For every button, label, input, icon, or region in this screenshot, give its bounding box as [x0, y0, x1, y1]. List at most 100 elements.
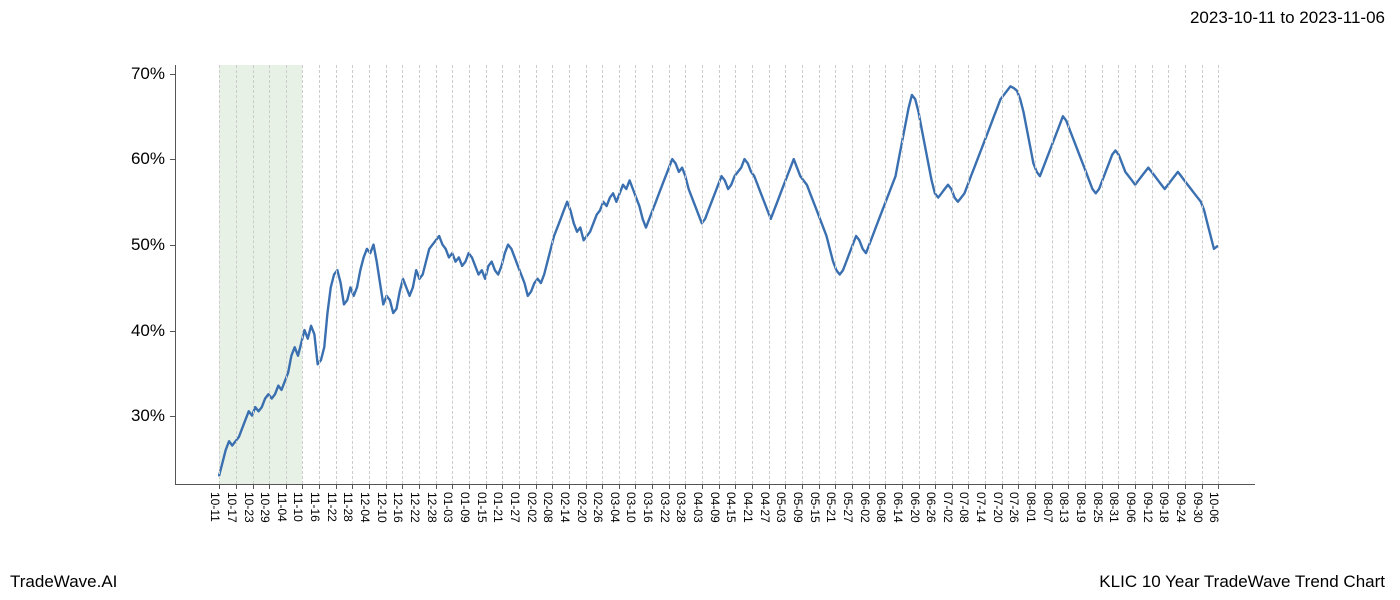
- x-tick-mark: [602, 484, 603, 489]
- x-axis-label: 04-27: [758, 492, 772, 523]
- x-tick-mark: [469, 484, 470, 489]
- x-grid-line: [352, 65, 353, 484]
- x-grid-line: [269, 65, 270, 484]
- x-tick-mark: [635, 484, 636, 489]
- x-tick-mark: [1135, 484, 1136, 489]
- x-tick-mark: [436, 484, 437, 489]
- x-grid-line: [985, 65, 986, 484]
- x-axis-label: 02-20: [575, 492, 589, 523]
- x-grid-line: [1052, 65, 1053, 484]
- y-tick-mark: [170, 245, 176, 246]
- x-axis-label: 04-21: [741, 492, 755, 523]
- x-tick-mark: [819, 484, 820, 489]
- x-axis-label: 02-14: [558, 492, 572, 523]
- x-grid-line: [219, 65, 220, 484]
- x-axis-label: 07-26: [1007, 492, 1021, 523]
- x-grid-line: [869, 65, 870, 484]
- x-grid-line: [369, 65, 370, 484]
- x-tick-mark: [1168, 484, 1169, 489]
- x-axis-label: 07-14: [974, 492, 988, 523]
- x-axis-label: 04-03: [691, 492, 705, 523]
- x-axis-label: 03-22: [658, 492, 672, 523]
- x-axis-label: 12-22: [408, 492, 422, 523]
- x-tick-mark: [502, 484, 503, 489]
- x-tick-mark: [319, 484, 320, 489]
- x-tick-mark: [269, 484, 270, 489]
- x-axis-label: 06-20: [908, 492, 922, 523]
- x-axis-label: 11-28: [341, 492, 355, 522]
- plot-area: [175, 65, 1255, 485]
- x-tick-mark: [852, 484, 853, 489]
- x-axis-label: 08-19: [1074, 492, 1088, 523]
- x-tick-mark: [552, 484, 553, 489]
- x-tick-mark: [835, 484, 836, 489]
- x-tick-mark: [386, 484, 387, 489]
- x-axis-label: 08-07: [1041, 492, 1055, 523]
- date-range-label: 2023-10-11 to 2023-11-06: [1190, 8, 1385, 28]
- x-tick-mark: [669, 484, 670, 489]
- x-grid-line: [702, 65, 703, 484]
- x-grid-line: [1102, 65, 1103, 484]
- x-grid-line: [919, 65, 920, 484]
- x-grid-line: [952, 65, 953, 484]
- x-axis-label: 01-21: [491, 492, 505, 523]
- x-tick-mark: [968, 484, 969, 489]
- x-tick-mark: [1185, 484, 1186, 489]
- x-grid-line: [236, 65, 237, 484]
- x-tick-mark: [402, 484, 403, 489]
- x-axis-label: 01-27: [508, 492, 522, 523]
- x-grid-line: [1202, 65, 1203, 484]
- y-tick-mark: [170, 74, 176, 75]
- x-tick-mark: [419, 484, 420, 489]
- y-tick-mark: [170, 159, 176, 160]
- x-tick-mark: [769, 484, 770, 489]
- x-grid-line: [1018, 65, 1019, 484]
- x-grid-line: [1068, 65, 1069, 484]
- x-grid-line: [1218, 65, 1219, 484]
- x-tick-mark: [1035, 484, 1036, 489]
- x-tick-mark: [352, 484, 353, 489]
- x-grid-line: [619, 65, 620, 484]
- x-tick-mark: [719, 484, 720, 489]
- x-tick-mark: [1018, 484, 1019, 489]
- x-grid-line: [302, 65, 303, 484]
- footer-brand: TradeWave.AI: [10, 572, 117, 592]
- x-axis-label: 05-27: [841, 492, 855, 523]
- x-axis-label: 03-10: [624, 492, 638, 523]
- x-grid-line: [1168, 65, 1169, 484]
- x-axis-label: 03-28: [674, 492, 688, 523]
- x-grid-line: [652, 65, 653, 484]
- x-grid-line: [635, 65, 636, 484]
- x-grid-line: [785, 65, 786, 484]
- x-grid-line: [685, 65, 686, 484]
- x-grid-line: [1002, 65, 1003, 484]
- x-axis-label: 03-04: [608, 492, 622, 523]
- x-axis-label: 07-20: [991, 492, 1005, 523]
- x-grid-line: [419, 65, 420, 484]
- x-tick-mark: [336, 484, 337, 489]
- x-axis-label: 03-16: [641, 492, 655, 523]
- x-grid-line: [669, 65, 670, 484]
- x-tick-mark: [586, 484, 587, 489]
- x-tick-mark: [1068, 484, 1069, 489]
- x-grid-line: [486, 65, 487, 484]
- x-grid-line: [602, 65, 603, 484]
- y-axis-label: 50%: [131, 235, 165, 255]
- x-axis-label: 08-01: [1024, 492, 1038, 523]
- x-tick-mark: [802, 484, 803, 489]
- x-grid-line: [802, 65, 803, 484]
- x-tick-mark: [1102, 484, 1103, 489]
- x-tick-mark: [785, 484, 786, 489]
- x-axis-label: 07-02: [941, 492, 955, 523]
- x-tick-mark: [902, 484, 903, 489]
- x-grid-line: [735, 65, 736, 484]
- x-axis-label: 01-09: [458, 492, 472, 523]
- x-tick-mark: [219, 484, 220, 489]
- x-grid-line: [502, 65, 503, 484]
- x-axis-label: 01-03: [441, 492, 455, 523]
- x-tick-mark: [1085, 484, 1086, 489]
- y-axis-label: 60%: [131, 149, 165, 169]
- x-tick-mark: [486, 484, 487, 489]
- x-grid-line: [253, 65, 254, 484]
- x-tick-mark: [985, 484, 986, 489]
